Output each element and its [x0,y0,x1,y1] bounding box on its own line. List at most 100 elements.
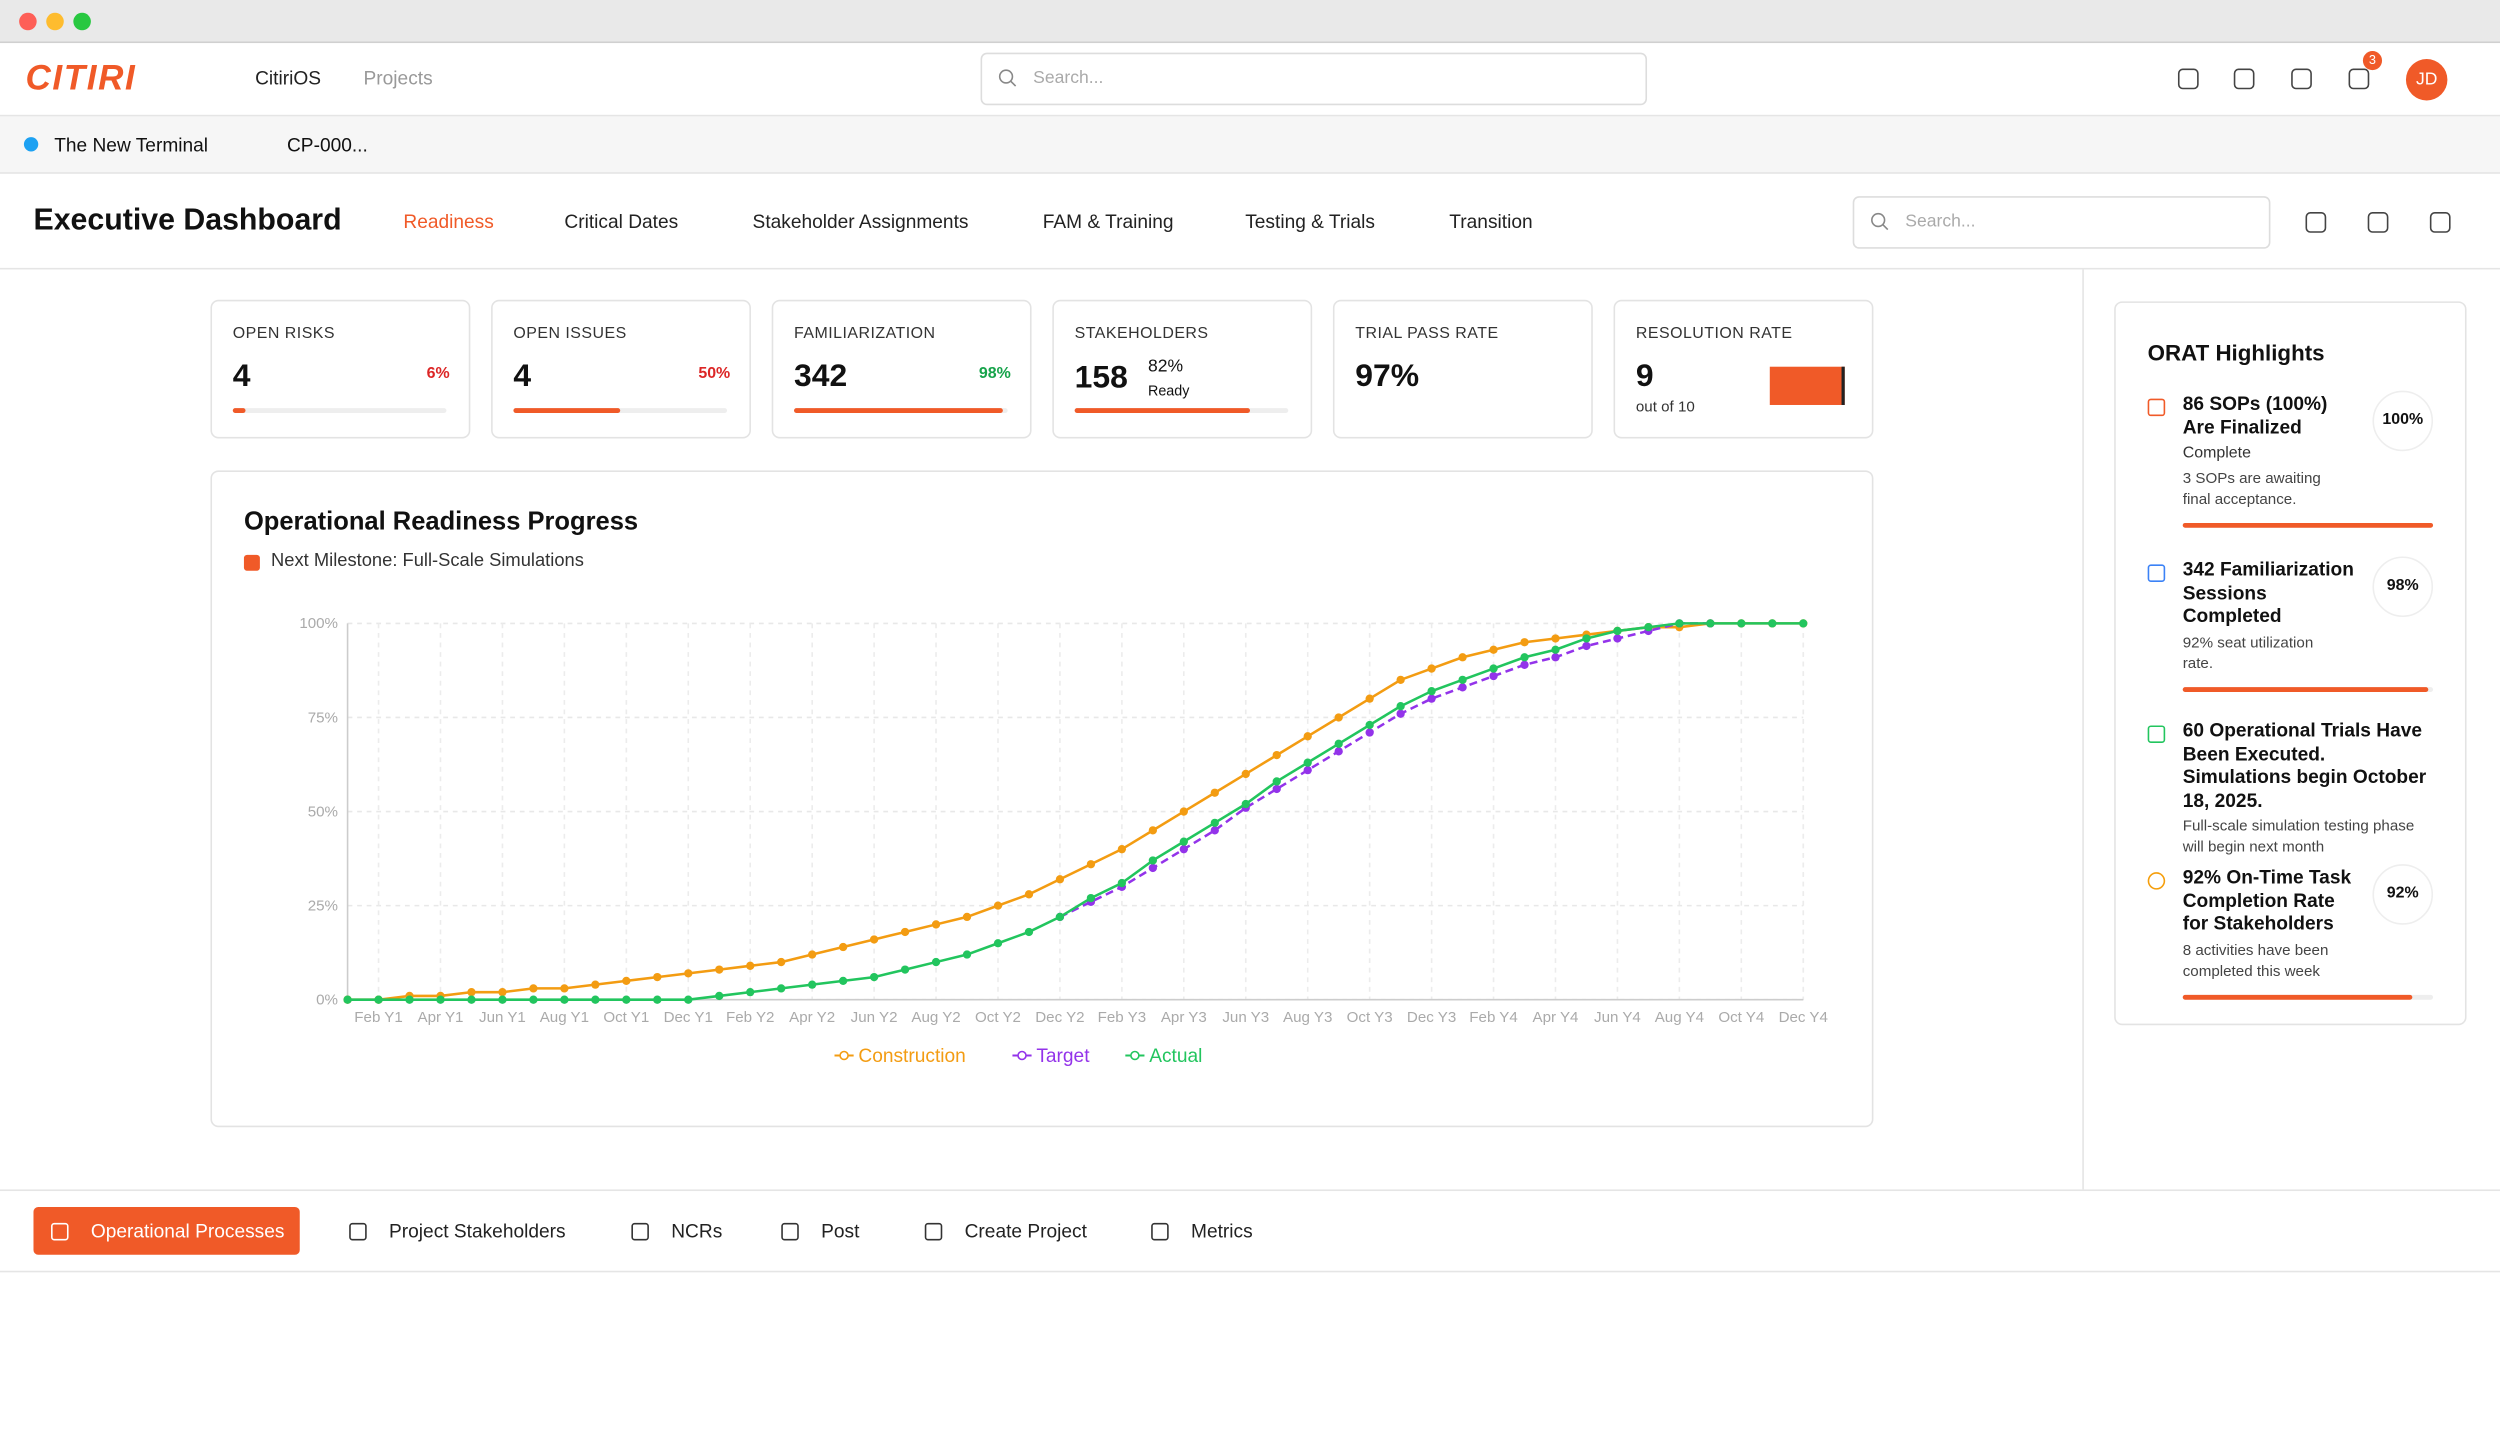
kpi-label: RESOLUTION RATE [1635,325,1793,343]
tab[interactable]: CP-000... [286,133,368,157]
series-point [900,965,910,974]
kpi-card: FAMILIARIZATION 342 98% [771,299,1032,439]
nav-item[interactable]: Testing & Trials [1245,210,1375,233]
notification-badge: 3 [2362,51,2383,71]
series-point [374,995,383,1004]
highlight-note: 8 activities have been completed this we… [2182,941,2329,980]
search-icon [998,69,1017,87]
chart: 0% 25% 50% 75% 100% Feb Y1 Apr Y1 Jun Y1 Aug Y1 O… [299,615,1828,1067]
nav-item[interactable]: FAM & Training [1042,210,1174,233]
bar-track [232,408,447,413]
icon-button[interactable] [2429,212,2451,233]
series-point [1272,784,1281,794]
nav-item[interactable]: Readiness [403,210,494,233]
toolbar-icon [631,1222,649,1241]
series-point [1303,732,1312,741]
icon-button[interactable] [2177,68,2199,90]
toolbar-icon [924,1222,943,1241]
series-point [838,976,848,986]
series-point [1613,626,1622,636]
chart-card: Operational Readiness Progress Next Mile… [210,470,1874,1128]
x-tick-label: Feb Y1 [354,1009,403,1026]
series-point [1396,675,1405,684]
series-point [343,995,352,1004]
icon-button[interactable] [2305,212,2327,233]
x-tick-label: Oct Y2 [975,1009,1021,1026]
toolbar-button[interactable]: Create Project [964,1219,1087,1243]
x-tick-label: Apr Y4 [1533,1009,1579,1026]
series-point [808,950,817,959]
series-point [1458,683,1467,692]
y-tick-label: 100% [299,615,338,632]
dash-search[interactable]: Search... [1852,196,2271,249]
projects-menu[interactable]: Projects [363,66,433,90]
series-point [622,976,631,986]
nav-item[interactable]: Transition [1449,210,1533,233]
tab[interactable]: The New Terminal [54,133,209,157]
icon-button[interactable] [2291,68,2312,90]
series-point [1799,619,1808,628]
min-dot[interactable] [46,12,64,31]
tab-bar: The New Terminal CP-000... [0,116,2500,174]
y-tick-label: 0% [316,991,338,1008]
series-point [1458,675,1467,684]
icon-button[interactable] [2348,68,2370,90]
search-box[interactable]: Search... [980,52,1648,106]
legend-swatch-dot [1130,1050,1140,1061]
app-name[interactable]: CitiriOS [255,66,322,90]
x-tick-label: Aug Y2 [911,1009,960,1026]
series-point [1520,660,1529,669]
x-tick-label: Aug Y1 [540,1009,589,1026]
max-dot[interactable] [73,12,91,31]
kpi-label: FAMILIARIZATION [794,325,936,343]
series-point [498,988,507,997]
toolbar-button[interactable]: Post [821,1219,860,1243]
series-point [1334,747,1343,756]
series-point [1086,893,1096,903]
series-point [1737,619,1746,628]
series-point [1489,664,1498,673]
kpi-of: out of 10 [1635,398,1695,417]
logo[interactable]: CITIRI [25,57,137,98]
series-point [1086,860,1096,869]
avatar[interactable]: JD [2405,58,2448,101]
x-tick-label: Aug Y4 [1655,1009,1704,1026]
series-point [1768,619,1777,628]
series-point [684,995,693,1004]
kpi-card: RESOLUTION RATE 9 out of 10 [1613,299,1874,439]
y-tick-label: 75% [308,709,338,726]
toolbar-button[interactable]: Metrics [1191,1219,1253,1243]
highlight-title: 60 Operational Trials Have Been Executed… [2182,719,2427,811]
kpi-label: STAKEHOLDERS [1074,325,1209,343]
series-point [1427,664,1436,673]
icon-button[interactable] [2367,212,2389,233]
kpi-value: 9 [1635,358,1654,394]
toolbar-button-bg[interactable] [33,1206,300,1255]
series-point [1117,878,1127,888]
series-point [1582,634,1591,643]
series-point [962,912,972,922]
series-point [808,980,817,989]
milestone: Next Milestone: Full-Scale Simulations [271,551,584,571]
milestone-marker [243,554,260,571]
x-tick-label: Apr Y2 [789,1009,835,1026]
highlight-note: Full-scale simulation testing phase will… [2182,817,2415,857]
nav-item[interactable]: Critical Dates [564,210,679,233]
nav-item[interactable]: Stakeholder Assignments [752,210,969,233]
series-point [1210,826,1219,835]
toolbar-button[interactable]: Operational Processes [90,1219,285,1243]
series-point [560,984,569,993]
ready-text: Ready [1147,382,1190,399]
series-point [746,961,755,970]
search-icon [1871,212,1889,231]
toolbar-button[interactable]: NCRs [671,1219,723,1243]
x-tick-label: Dec Y1 [664,1009,713,1026]
toolbar-button[interactable]: Project Stakeholders [389,1219,566,1243]
series-point [1148,863,1157,873]
x-tick-label: Jun Y4 [1594,1009,1641,1026]
series-point [1179,807,1188,816]
close-dot[interactable] [19,12,37,31]
series-point [1551,645,1560,654]
icon-button[interactable] [2233,68,2255,90]
